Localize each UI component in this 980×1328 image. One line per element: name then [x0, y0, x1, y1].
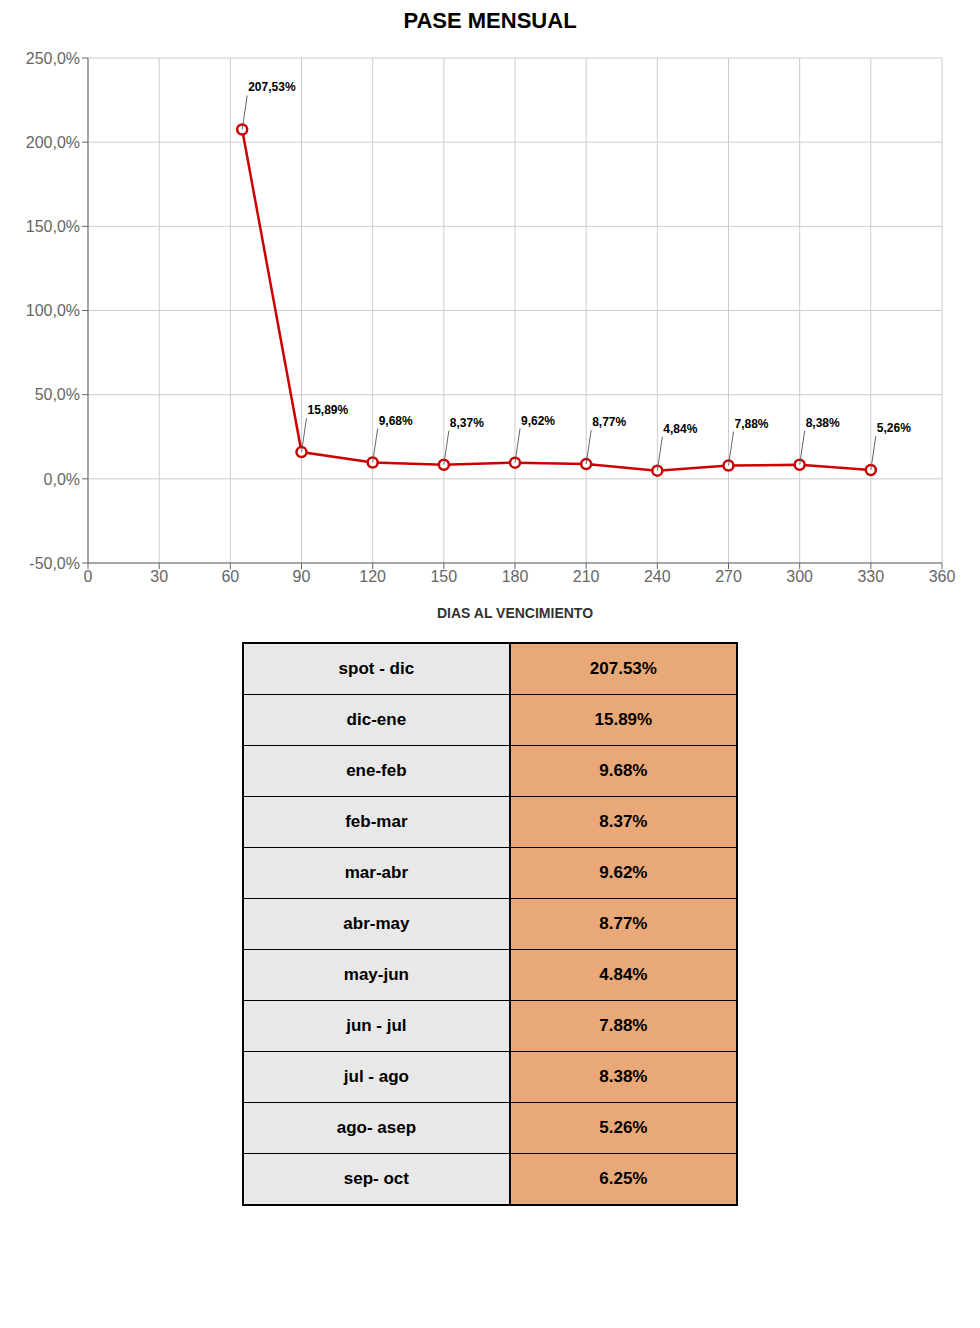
html-text:spot - dic: spot - dic: [338, 659, 415, 678]
svg-text:240: 240: [644, 568, 671, 585]
svg-text:300: 300: [786, 568, 813, 585]
svg-text:50,0%: 50,0%: [35, 386, 80, 403]
svg-text:DIAS AL VENCIMIENTO: DIAS AL VENCIMIENTO: [437, 605, 593, 621]
svg-text:8,38%: 8,38%: [806, 416, 840, 430]
html-text:sep- oct: sep- oct: [343, 1169, 409, 1188]
html-text:5.26%: 5.26%: [599, 1118, 648, 1137]
svg-text:5,26%: 5,26%: [877, 421, 911, 435]
html-text:ago- asep: ago- asep: [336, 1118, 416, 1137]
svg-text:270: 270: [715, 568, 742, 585]
svg-text:15,89%: 15,89%: [308, 403, 349, 417]
svg-text:0,0%: 0,0%: [44, 471, 80, 488]
html-text:abr-may: abr-may: [343, 914, 410, 933]
svg-text:0: 0: [84, 568, 93, 585]
html-text:ene-feb: ene-feb: [346, 761, 407, 780]
html-text:jul - ago: jul - ago: [343, 1067, 409, 1086]
svg-text:150: 150: [430, 568, 457, 585]
html-text:4.84%: 4.84%: [599, 965, 648, 984]
html-text:8.37%: 8.37%: [599, 812, 648, 831]
svg-text:30: 30: [150, 568, 168, 585]
svg-text:7,88%: 7,88%: [735, 417, 769, 431]
html-text:15.89%: 15.89%: [594, 710, 653, 729]
html-text:mar-abr: mar-abr: [344, 863, 408, 882]
html-text:9.68%: 9.68%: [599, 761, 648, 780]
html-text:8.77%: 8.77%: [599, 914, 648, 933]
html-text:207.53%: 207.53%: [589, 659, 657, 678]
svg-text:9,62%: 9,62%: [521, 414, 555, 428]
svg-text:8,37%: 8,37%: [450, 416, 484, 430]
html-text:7.88%: 7.88%: [599, 1016, 648, 1035]
html-text:jun - jul: jun - jul: [346, 1016, 407, 1035]
svg-text:180: 180: [502, 568, 529, 585]
svg-text:100,0%: 100,0%: [26, 302, 80, 319]
svg-text:90: 90: [293, 568, 311, 585]
svg-text:120: 120: [359, 568, 386, 585]
html-text:may-jun: may-jun: [343, 965, 409, 984]
svg-text:150,0%: 150,0%: [26, 218, 80, 235]
html-text:6.25%: 6.25%: [599, 1169, 648, 1188]
svg-text:210: 210: [573, 568, 600, 585]
svg-text:60: 60: [221, 568, 239, 585]
html-text:9.62%: 9.62%: [599, 863, 648, 882]
svg-text:360: 360: [929, 568, 956, 585]
svg-text:200,0%: 200,0%: [26, 134, 80, 151]
html-text:feb-mar: feb-mar: [345, 812, 408, 831]
html-text:dic-ene: dic-ene: [346, 710, 407, 729]
svg-text:250,0%: 250,0%: [26, 50, 80, 67]
svg-text:8,77%: 8,77%: [592, 415, 626, 429]
html-text:PASE MENSUAL: PASE MENSUAL: [403, 8, 577, 33]
html-text:8.38%: 8.38%: [599, 1067, 648, 1086]
svg-text:-50,0%: -50,0%: [29, 555, 80, 572]
svg-text:9,68%: 9,68%: [379, 414, 413, 428]
svg-text:4,84%: 4,84%: [663, 422, 697, 436]
svg-text:330: 330: [857, 568, 884, 585]
svg-text:207,53%: 207,53%: [248, 80, 296, 94]
